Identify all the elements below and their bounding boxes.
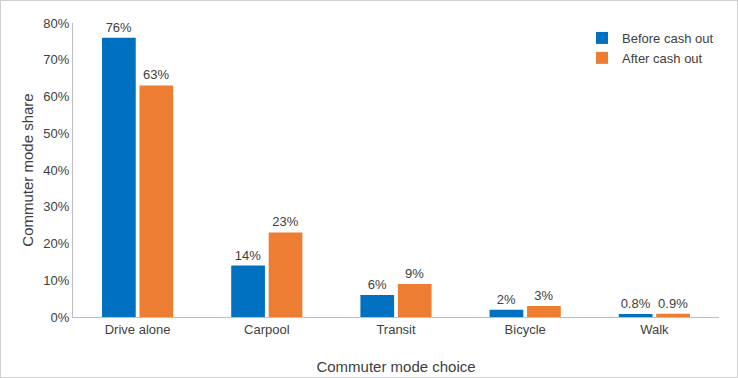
svg-text:63%: 63% <box>143 67 169 82</box>
svg-text:20%: 20% <box>43 236 69 251</box>
svg-text:3%: 3% <box>534 288 553 303</box>
svg-text:Carpool: Carpool <box>244 322 290 337</box>
svg-text:0.9%: 0.9% <box>658 296 688 311</box>
svg-text:14%: 14% <box>235 248 261 263</box>
svg-text:Commuter mode choice: Commuter mode choice <box>316 358 475 375</box>
svg-text:Before cash out: Before cash out <box>622 31 713 46</box>
svg-text:10%: 10% <box>43 273 69 288</box>
svg-text:50%: 50% <box>43 126 69 141</box>
svg-text:Drive alone: Drive alone <box>105 322 171 337</box>
svg-text:2%: 2% <box>497 292 516 307</box>
svg-text:0%: 0% <box>51 310 70 325</box>
svg-text:70%: 70% <box>43 52 69 67</box>
svg-text:40%: 40% <box>43 163 69 178</box>
svg-text:9%: 9% <box>405 266 424 281</box>
svg-text:Walk: Walk <box>640 322 669 337</box>
svg-text:Bicycle: Bicycle <box>505 322 546 337</box>
svg-text:30%: 30% <box>43 199 69 214</box>
svg-text:0.8%: 0.8% <box>621 296 651 311</box>
svg-text:Commuter mode share: Commuter mode share <box>19 93 36 246</box>
svg-text:23%: 23% <box>272 214 298 229</box>
svg-text:60%: 60% <box>43 89 69 104</box>
svg-text:After cash out: After cash out <box>622 51 703 66</box>
svg-text:6%: 6% <box>368 277 387 292</box>
svg-text:80%: 80% <box>43 16 69 31</box>
svg-text:76%: 76% <box>106 20 132 35</box>
svg-text:Transit: Transit <box>376 322 416 337</box>
